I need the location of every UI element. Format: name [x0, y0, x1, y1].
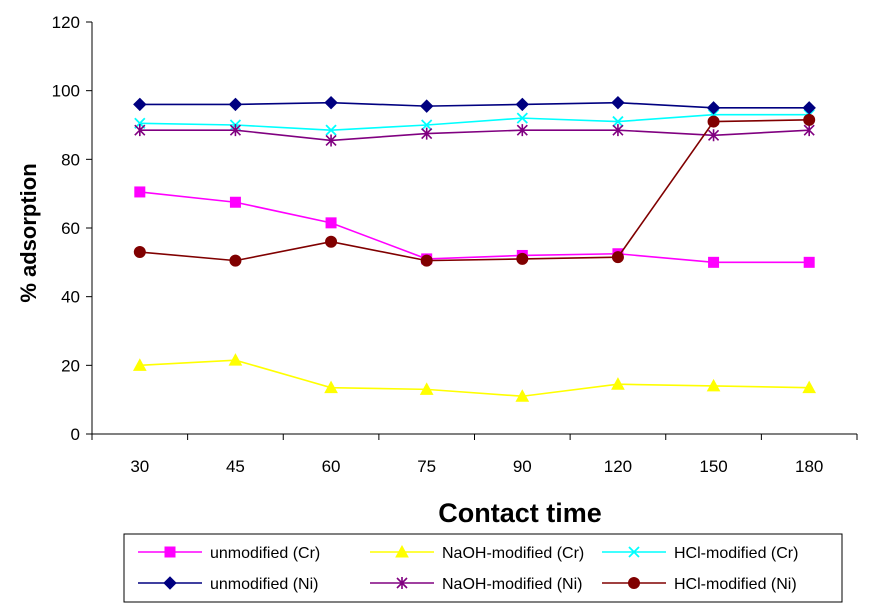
x-tick-label: 60: [322, 457, 341, 476]
data-point: [229, 196, 241, 208]
data-point: [803, 124, 815, 137]
legend-marker: [628, 546, 640, 558]
data-point: [611, 251, 624, 264]
legend-marker: [628, 577, 640, 589]
data-point: [516, 124, 528, 137]
x-tick-label: 30: [130, 457, 149, 476]
data-point: [515, 97, 530, 112]
y-tick-label: 80: [61, 150, 80, 169]
series-line: [139, 191, 810, 264]
legend-marker: [164, 546, 176, 558]
x-tick-label: 120: [604, 457, 632, 476]
legend-label: unmodified (Cr): [210, 545, 320, 562]
y-tick-label: 120: [52, 13, 80, 32]
data-point: [324, 380, 338, 394]
legend-marker: [163, 576, 177, 590]
data-point: [707, 115, 720, 128]
x-tick-label: 180: [795, 457, 823, 476]
data-point: [419, 382, 434, 395]
data-point: [611, 377, 625, 390]
legend-item: HCl-modified (Ni): [602, 576, 797, 593]
x-tick-label: 90: [513, 457, 532, 476]
data-point: [420, 254, 433, 267]
data-point: [229, 124, 242, 137]
legend-item: NaOH-modified (Ni): [370, 576, 582, 593]
legend: unmodified (Cr) NaOH-modified (Cr) HCl-mod…: [123, 533, 843, 603]
y-tick-label: 20: [61, 356, 80, 375]
legend-label: unmodified (Ni): [210, 576, 318, 593]
data-point: [325, 235, 338, 248]
data-point: [706, 378, 721, 392]
series-line: [139, 359, 810, 398]
data-point: [802, 101, 816, 115]
series-line: [139, 113, 810, 131]
series-1: [132, 353, 817, 402]
data-point: [229, 254, 242, 267]
data-point: [611, 95, 625, 110]
data-point: [325, 217, 337, 229]
legend-item: HCl-modified (Cr): [602, 545, 798, 562]
legend-label: NaOH-modified (Cr): [442, 545, 584, 562]
data-point: [516, 252, 529, 265]
data-point: [325, 134, 337, 147]
legend-item: NaOH-modified (Cr): [370, 544, 584, 562]
x-axis-title: Contact time: [438, 498, 602, 528]
data-point: [516, 112, 528, 124]
data-point: [706, 101, 721, 115]
data-point: [803, 256, 815, 268]
legend-marker: [396, 577, 408, 589]
legend-item: unmodified (Ni): [138, 576, 318, 593]
y-tick-label: 40: [61, 288, 80, 307]
legend-item: unmodified (Cr): [138, 545, 320, 562]
x-tick-label: 45: [226, 457, 245, 476]
data-point: [803, 113, 816, 126]
data-point: [325, 124, 337, 136]
data-point: [133, 97, 147, 112]
data-point: [421, 119, 433, 131]
series-4: [134, 124, 815, 147]
series-line: [139, 129, 810, 142]
data-point: [324, 95, 338, 110]
data-point: [708, 256, 720, 268]
data-point: [612, 124, 624, 137]
series-line: [139, 101, 810, 109]
plot-area: 0 20 40 60 80 100 120 30 45 60 75 90 120 150 180: [52, 13, 858, 476]
data-point: [134, 124, 146, 137]
series-line: [139, 119, 810, 262]
legend-label: NaOH-modified (Ni): [442, 576, 582, 593]
y-tick-label: 0: [71, 425, 80, 444]
y-tick-label: 60: [61, 219, 80, 238]
data-point: [228, 97, 243, 112]
legend-label: HCl-modified (Ni): [674, 576, 797, 593]
legend-label: HCl-modified (Cr): [674, 545, 798, 562]
data-point: [419, 99, 434, 113]
data-point: [133, 246, 146, 259]
legend-marker: [395, 544, 409, 558]
data-point: [612, 115, 624, 128]
data-point: [132, 358, 147, 371]
data-point: [228, 353, 243, 366]
y-axis-title: % adsorption: [16, 163, 41, 302]
x-tick-label: 75: [417, 457, 436, 476]
series-5: [133, 113, 816, 267]
data-point: [421, 127, 433, 140]
y-tick-label: 100: [52, 82, 80, 101]
legend-box: [123, 533, 843, 603]
data-point: [515, 389, 530, 402]
data-point: [707, 129, 720, 142]
data-point: [802, 380, 817, 394]
data-point: [134, 186, 146, 198]
x-tick-label: 150: [699, 457, 727, 476]
series-3: [133, 95, 816, 115]
